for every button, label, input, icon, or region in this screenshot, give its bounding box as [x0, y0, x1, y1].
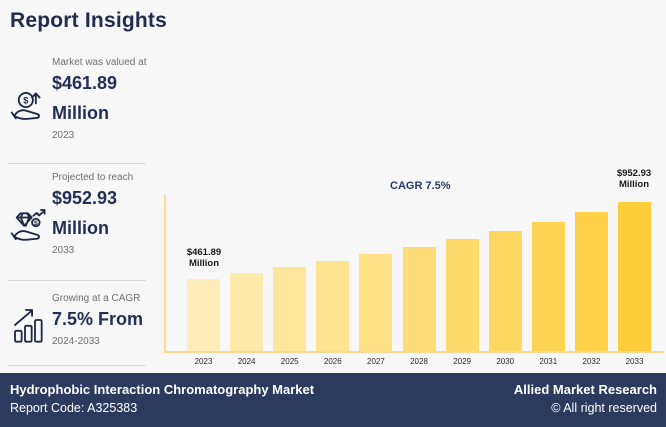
x-tick-2023: 2023 — [194, 357, 213, 366]
stat-period: 2033 — [52, 245, 75, 256]
bar-2028 — [402, 247, 436, 351]
stat-caption: Market was valued at — [52, 57, 147, 68]
copyright: © All right reserved — [551, 401, 657, 415]
stat-period: 2024-2033 — [52, 336, 100, 347]
divider — [8, 365, 146, 366]
x-tick-2032: 2032 — [582, 357, 601, 366]
hand-diamond-icon: $ — [10, 205, 50, 245]
bar-2031 — [531, 221, 565, 351]
x-tick-2024: 2024 — [237, 357, 256, 366]
stat-unit: Million — [52, 218, 109, 238]
x-tick-2027: 2027 — [366, 357, 385, 366]
brand-name: Allied Market Research — [513, 382, 657, 397]
svg-text:$: $ — [23, 95, 28, 105]
x-tick-2025: 2025 — [280, 357, 299, 366]
bar-2025 — [273, 267, 307, 351]
stat-caption: Projected to reach — [52, 172, 134, 183]
report-code: Report Code: A325383 — [10, 401, 138, 415]
growth-bars-icon — [10, 305, 50, 345]
x-axis — [164, 351, 664, 353]
stat-cagr: Growing at a CAGR 7.5% From 2024-2033 — [8, 293, 160, 347]
bar-2030 — [488, 230, 522, 351]
cagr-annotation: CAGR 7.5% — [390, 180, 451, 192]
market-bar-chart: CAGR 7.5% $461.89 Million $952.93 Millio… — [164, 168, 664, 366]
bar-2033 — [618, 201, 651, 351]
bar-2023 — [187, 278, 220, 351]
stat-caption: Growing at a CAGR — [52, 293, 141, 304]
page-title: Report Insights — [10, 9, 168, 32]
bar-2029 — [445, 239, 479, 351]
stat-value: 7.5% From — [52, 309, 144, 329]
x-tick-2029: 2029 — [453, 357, 471, 366]
market-name: Hydrophobic Interaction Chromatography M… — [10, 382, 315, 397]
stat-market-valued: $ Market was valued at $461.89 Million 2… — [8, 57, 160, 141]
footer-bar: Hydrophobic Interaction Chromatography M… — [0, 373, 666, 427]
stat-unit: Million — [52, 103, 109, 123]
bar-2027 — [359, 254, 393, 351]
y-axis — [164, 195, 166, 353]
x-tick-2033: 2033 — [625, 357, 644, 366]
stat-projected: $ Projected to reach $952.93 Million 203… — [8, 172, 160, 256]
stat-period: 2023 — [52, 130, 75, 141]
stat-value: $461.89 — [52, 73, 118, 93]
bar-2024 — [230, 273, 264, 351]
start-value-annotation: $461.89 Million — [186, 247, 222, 269]
divider — [8, 280, 146, 281]
bar-2026 — [316, 261, 350, 351]
x-tick-2031: 2031 — [539, 357, 558, 366]
divider — [8, 163, 146, 164]
svg-text:$: $ — [34, 220, 38, 227]
x-tick-2028: 2028 — [410, 357, 428, 366]
hand-coin-growth-icon: $ — [10, 85, 50, 125]
bar-2032 — [574, 212, 608, 351]
x-tick-2030: 2030 — [496, 357, 515, 366]
x-tick-2026: 2026 — [323, 357, 342, 366]
stat-value: $952.93 — [52, 188, 118, 208]
end-value-annotation: $952.93 Million — [616, 168, 652, 190]
